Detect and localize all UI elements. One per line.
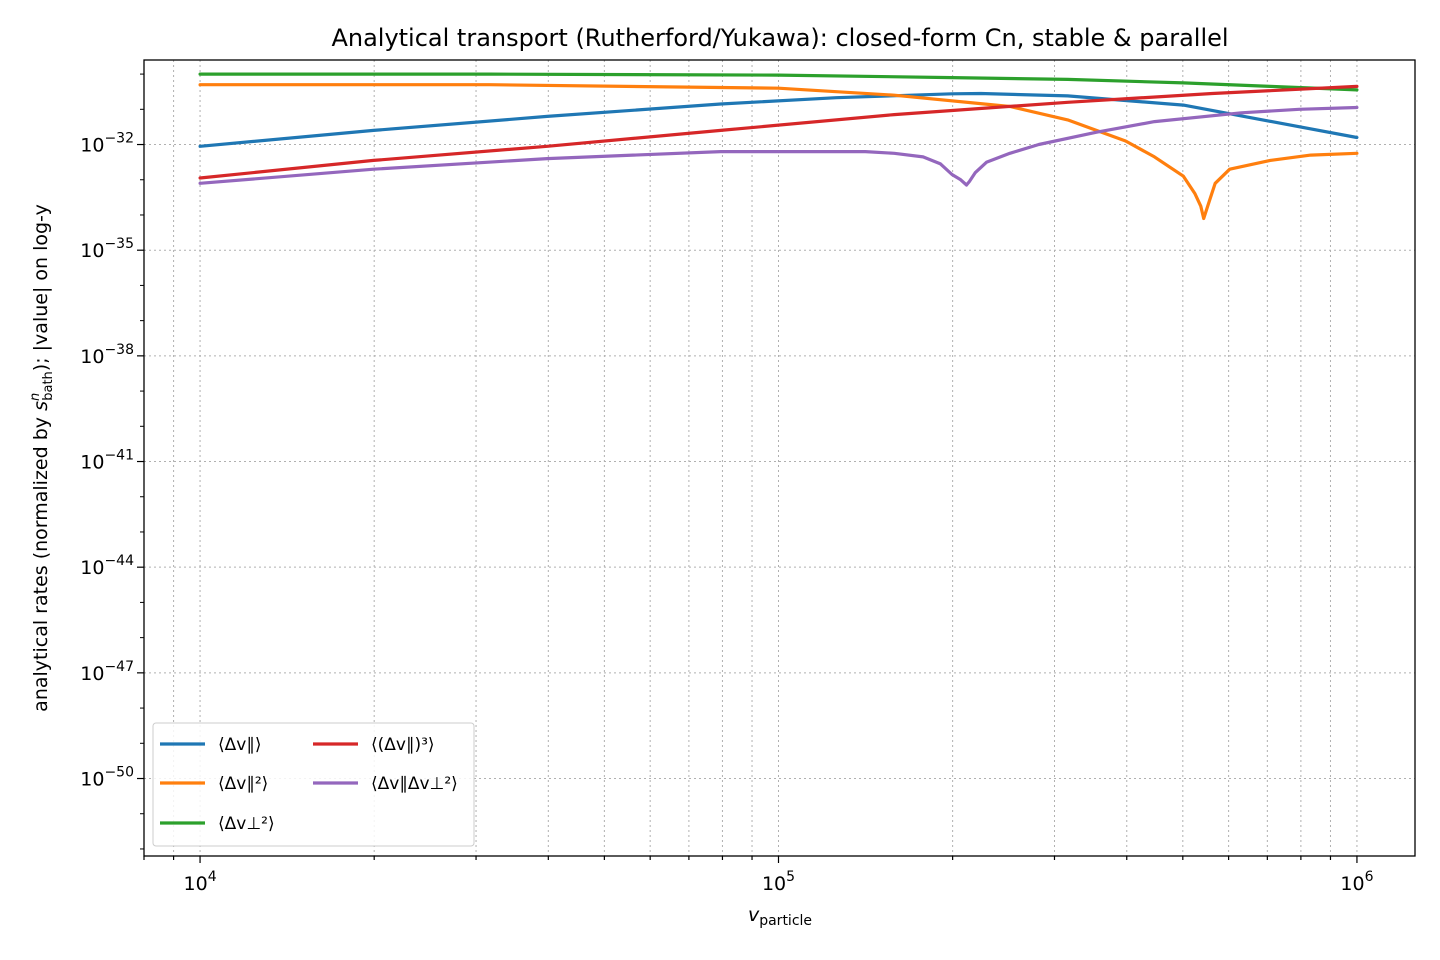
x-tick-base: 10 [184,873,208,895]
y-tick-exponent: −41 [104,448,134,464]
y-tick-base: 10 [80,240,104,262]
x-tick-exponent: 4 [208,869,217,885]
y-axis-label-post: ); |value| on log-y [30,204,52,371]
legend-label-5: ⟨Δv∥Δv⊥²⟩ [371,774,458,794]
plot-frame [143,59,1416,857]
x-tick-label: 104 [184,869,217,895]
y-tick-label: 10−47 [80,659,134,685]
legend: ⟨Δv∥⟩ ⟨Δv∥²⟩ ⟨Δv⊥²⟩ ⟨(Δv∥)³⟩ ⟨Δv∥Δv⊥²⟩ [152,722,475,847]
y-tick-base: 10 [80,663,104,685]
series-lines [198,72,1359,221]
y-tick-exponent: −47 [104,659,134,675]
y-tick-base: 10 [80,135,104,157]
series-line-4 [198,84,1359,180]
y-tick-base: 10 [80,557,104,579]
x-tick-label: 105 [762,869,795,895]
x-tick-exponent: 6 [1365,869,1374,885]
x-axis-label-main: v [748,904,760,926]
legend-label-1: ⟨Δv∥⟩ [218,735,261,755]
y-tick-base: 10 [80,346,104,368]
y-tick-label: 10−44 [80,553,134,579]
y-tick-exponent: −50 [104,765,134,781]
y-tick-label: 10−50 [80,765,134,791]
x-axis-label-sub: particle [759,913,812,929]
y-tick-label: 10−35 [80,236,134,262]
y-tick-exponent: −32 [104,131,134,147]
x-tick-label: 106 [1340,869,1373,895]
chart-title: Analytical transport (Rutherford/Yukawa)… [331,24,1228,52]
legend-label-3: ⟨Δv⊥²⟩ [218,814,275,834]
y-axis-label-sub: bath [41,371,56,401]
y-axis-label-pre: analytical rates (normalized by [30,411,52,712]
x-axis-label: vparticle [748,904,812,929]
x-tick-base: 10 [762,873,786,895]
legend-label-4: ⟨(Δv∥)³⟩ [371,735,435,755]
series-line-2 [198,83,1359,221]
y-tick-label: 10−32 [80,131,134,157]
y-tick-label: 10−41 [80,448,134,474]
x-tick-exponent: 5 [786,869,795,885]
x-tick-base: 10 [1340,873,1364,895]
y-tick-label: 10−38 [80,342,134,368]
y-tick-exponent: −44 [104,553,134,569]
y-axis-label: analytical rates (normalized by snbath);… [28,204,56,712]
y-tick-base: 10 [80,769,104,791]
series-line-5 [198,105,1359,187]
y-tick-exponent: −38 [104,342,134,358]
legend-label-2: ⟨Δv∥²⟩ [218,774,268,794]
y-axis-label-s: s [30,401,52,411]
y-tick-exponent: −35 [104,236,134,252]
y-axis-label-sup: n [28,393,43,401]
series-line-3 [198,72,1359,92]
y-tick-base: 10 [80,452,104,474]
